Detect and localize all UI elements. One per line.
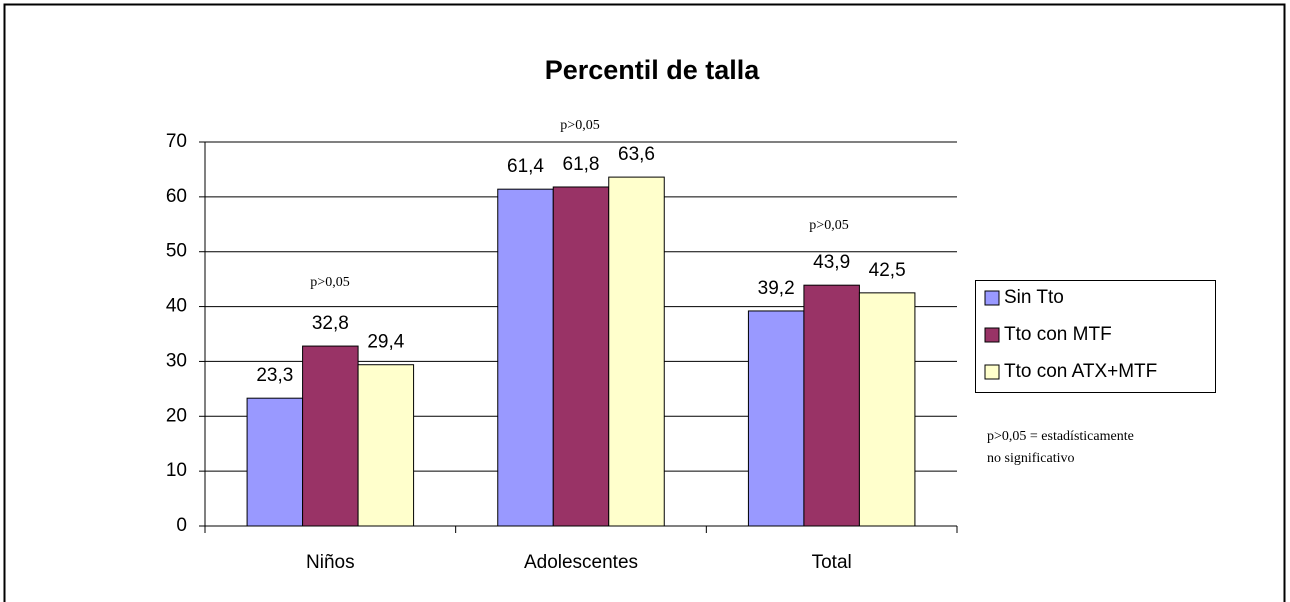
- legend-swatch: [984, 327, 1000, 343]
- x-tick-label: Niños: [306, 552, 355, 573]
- y-tick-label: 20: [166, 405, 187, 426]
- bar: [246, 397, 304, 527]
- value-label: 43,9: [813, 252, 850, 273]
- bar: [747, 310, 805, 527]
- y-tick-label: 40: [166, 296, 187, 317]
- legend-label: Sin Tto: [1004, 287, 1064, 308]
- bar: [608, 176, 665, 527]
- bar: [357, 364, 415, 527]
- annotation: p>0,05: [809, 218, 848, 233]
- x-tick-label: Adolescentes: [524, 552, 638, 573]
- annotation: p>0,05: [560, 118, 599, 133]
- value-label: 63,6: [618, 144, 655, 165]
- value-label: 42,5: [869, 260, 906, 281]
- value-label: 29,4: [367, 332, 404, 353]
- legend-swatch: [984, 364, 1000, 380]
- bar: [302, 345, 359, 527]
- y-tick-label: 70: [166, 131, 187, 152]
- legend-label: Tto con ATX+MTF: [1004, 361, 1157, 382]
- legend-box: [975, 280, 1216, 393]
- chart-border: [3, 3, 1286, 602]
- chart-title: Percentil de talla: [545, 55, 761, 85]
- note: p>0,05 = estadísticamente: [987, 429, 1134, 444]
- y-tick-label: 50: [166, 241, 187, 262]
- y-tick-label: 0: [176, 515, 187, 536]
- bar: [803, 284, 860, 527]
- bar: [858, 292, 916, 527]
- x-tick-label: Total: [812, 552, 852, 573]
- bar: [497, 188, 554, 527]
- y-tick-label: 60: [166, 186, 187, 207]
- note: no significativo: [987, 451, 1075, 466]
- bar: [552, 186, 610, 527]
- value-label: 39,2: [758, 278, 795, 299]
- y-tick-label: 10: [166, 460, 187, 481]
- legend-label: Tto con MTF: [1004, 324, 1112, 345]
- value-label: 32,8: [312, 313, 349, 334]
- y-tick-label: 30: [166, 350, 187, 371]
- value-label: 61,4: [507, 156, 544, 177]
- value-label: 23,3: [256, 365, 293, 386]
- legend-swatch: [984, 290, 1000, 306]
- value-label: 61,8: [563, 154, 600, 175]
- annotation: p>0,05: [310, 275, 349, 290]
